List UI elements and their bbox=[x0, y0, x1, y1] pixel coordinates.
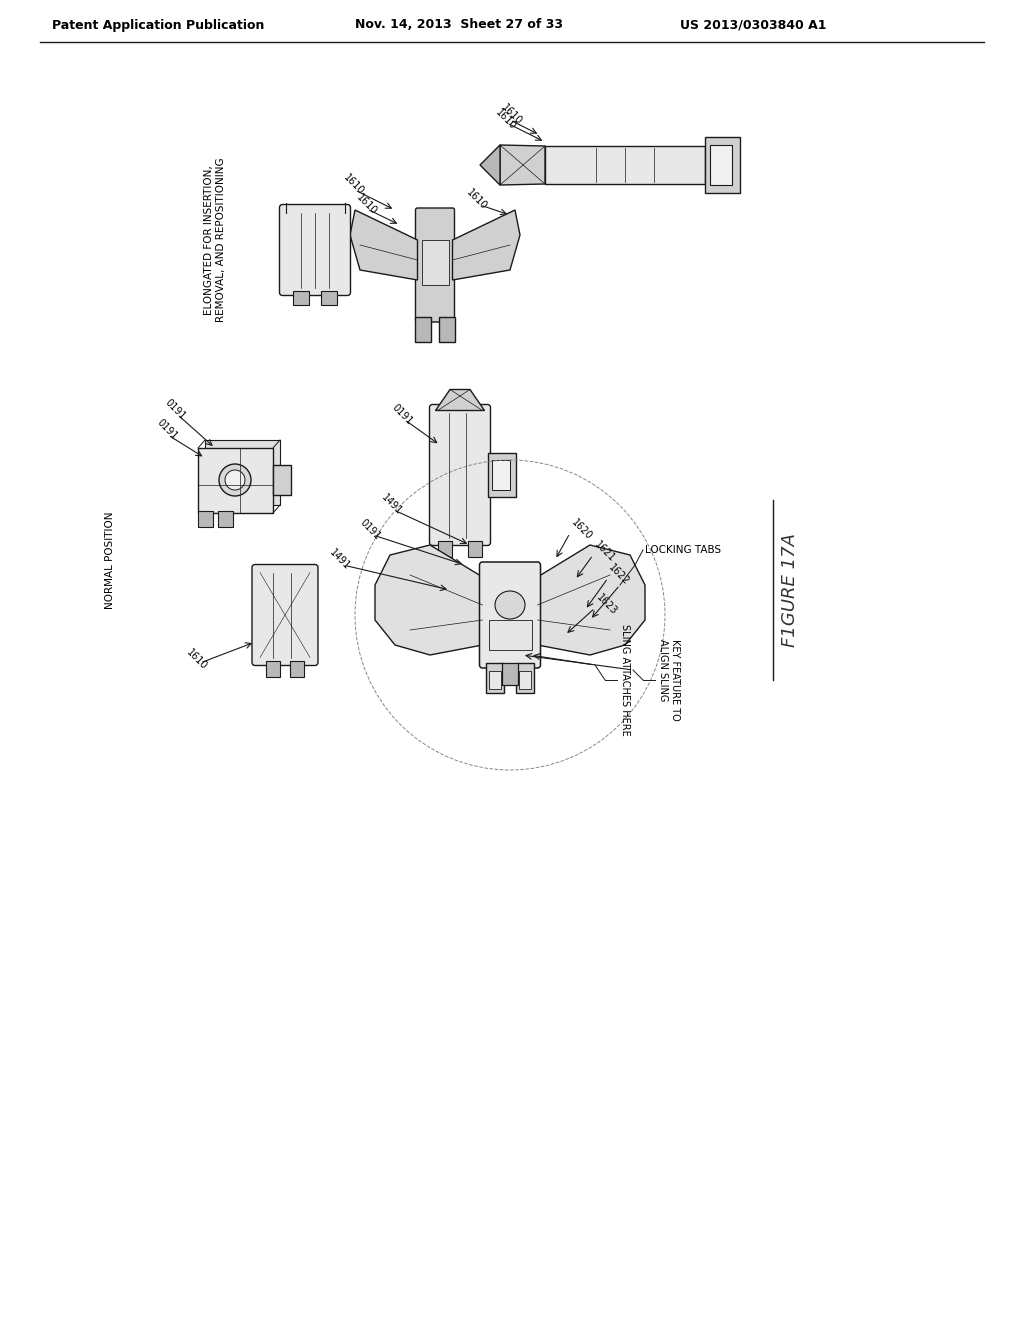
Text: 1610: 1610 bbox=[494, 108, 518, 132]
Text: 1622: 1622 bbox=[607, 562, 632, 587]
FancyBboxPatch shape bbox=[280, 205, 350, 296]
Polygon shape bbox=[350, 210, 418, 280]
Text: LOCKING TABS: LOCKING TABS bbox=[645, 545, 721, 554]
Polygon shape bbox=[435, 389, 484, 411]
Bar bbox=[321, 290, 337, 305]
Text: F1GURE 17A: F1GURE 17A bbox=[781, 533, 799, 647]
Bar bbox=[266, 660, 280, 676]
Bar bbox=[489, 671, 501, 689]
Bar bbox=[415, 317, 431, 342]
Text: 1491: 1491 bbox=[380, 492, 404, 517]
Bar bbox=[502, 663, 518, 685]
Bar bbox=[492, 459, 510, 490]
Text: 1610: 1610 bbox=[465, 187, 489, 213]
Bar bbox=[710, 145, 732, 185]
FancyBboxPatch shape bbox=[416, 209, 455, 322]
Text: Nov. 14, 2013  Sheet 27 of 33: Nov. 14, 2013 Sheet 27 of 33 bbox=[355, 18, 563, 32]
Bar bbox=[488, 620, 531, 649]
Text: 1610: 1610 bbox=[500, 103, 524, 127]
Text: ELONGATED FOR INSERTION,
REMOVAL, AND REPOSITIONING: ELONGATED FOR INSERTION, REMOVAL, AND RE… bbox=[204, 157, 226, 322]
Polygon shape bbox=[375, 545, 482, 655]
Polygon shape bbox=[453, 210, 520, 280]
Text: US 2013/0303840 A1: US 2013/0303840 A1 bbox=[680, 18, 826, 32]
Bar bbox=[293, 290, 309, 305]
Bar bbox=[519, 671, 531, 689]
Bar bbox=[439, 317, 455, 342]
Text: 1491: 1491 bbox=[328, 548, 352, 572]
Text: 1610: 1610 bbox=[342, 173, 367, 197]
Bar bbox=[545, 147, 705, 183]
Text: 1621: 1621 bbox=[593, 540, 617, 564]
Bar bbox=[438, 540, 452, 557]
Polygon shape bbox=[480, 145, 500, 185]
Text: 0191: 0191 bbox=[155, 418, 179, 442]
Bar bbox=[705, 137, 740, 193]
Text: 1610: 1610 bbox=[185, 648, 209, 672]
Text: 0191: 0191 bbox=[390, 403, 415, 428]
Bar bbox=[198, 447, 273, 513]
Text: 0191: 0191 bbox=[358, 517, 382, 543]
FancyBboxPatch shape bbox=[429, 404, 490, 545]
Bar bbox=[218, 511, 233, 527]
Bar bbox=[290, 660, 304, 676]
Text: NORMAL POSITION: NORMAL POSITION bbox=[105, 511, 115, 609]
Ellipse shape bbox=[495, 591, 525, 619]
Bar bbox=[422, 240, 449, 285]
Text: KEY FEATURE TO
ALIGN SLING: KEY FEATURE TO ALIGN SLING bbox=[658, 639, 680, 721]
Ellipse shape bbox=[225, 470, 245, 490]
Text: 1620: 1620 bbox=[570, 517, 595, 543]
FancyBboxPatch shape bbox=[479, 562, 541, 668]
Polygon shape bbox=[538, 545, 645, 655]
Bar bbox=[468, 540, 482, 557]
Polygon shape bbox=[500, 145, 545, 185]
Bar bbox=[273, 465, 291, 495]
Text: 1623: 1623 bbox=[595, 593, 620, 618]
Bar bbox=[205, 440, 280, 506]
Bar bbox=[198, 511, 213, 527]
Bar bbox=[486, 663, 504, 693]
Text: SLING ATTACHES HERE: SLING ATTACHES HERE bbox=[620, 624, 630, 735]
Text: 1610: 1610 bbox=[355, 193, 380, 218]
Bar bbox=[516, 663, 534, 693]
Text: 0191: 0191 bbox=[163, 397, 187, 422]
Text: Patent Application Publication: Patent Application Publication bbox=[52, 18, 264, 32]
Bar bbox=[487, 453, 515, 498]
Ellipse shape bbox=[219, 465, 251, 496]
FancyBboxPatch shape bbox=[252, 565, 318, 665]
